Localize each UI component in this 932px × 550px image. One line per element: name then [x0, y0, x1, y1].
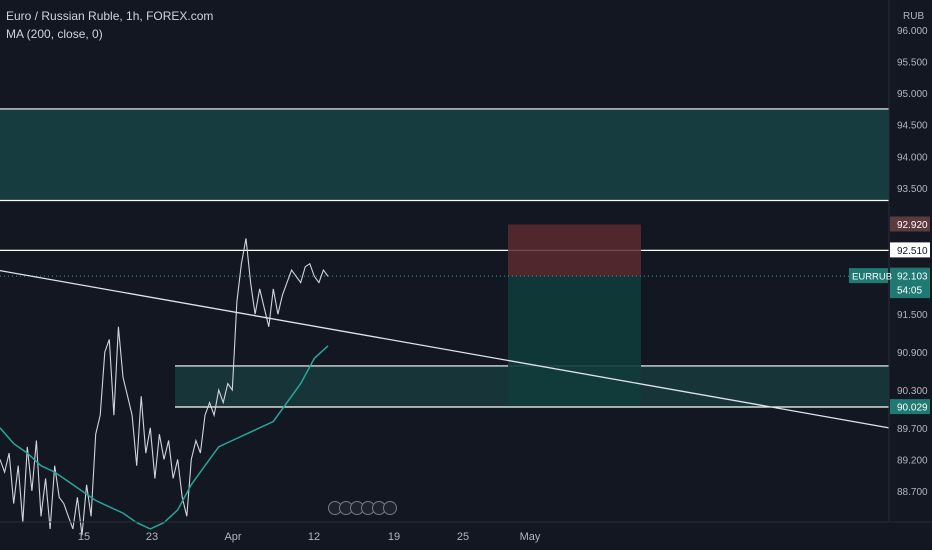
time-axis[interactable]: 15 23 Apr 12 19 25 May — [78, 531, 541, 543]
price-badge — [890, 216, 930, 232]
time-tick-label: 25 — [457, 531, 469, 543]
descending-trendline — [0, 269, 890, 429]
current-price-badge — [890, 268, 930, 299]
economic-event-icon — [383, 501, 397, 515]
price-tick-label: 93.500 — [897, 184, 928, 195]
price-tick-label: 88.700 — [897, 487, 928, 498]
ma-line — [0, 345, 329, 530]
price-tick-label: 91.500 — [897, 310, 928, 321]
price-badges: 92.92092.51092.11590.02992.10354:05EURRU… — [849, 216, 930, 415]
price-tick-label: 89.200 — [897, 455, 928, 466]
symbol-tag-label: EURRUB — [852, 272, 892, 283]
position-stop-zone — [508, 224, 641, 277]
zones-layer — [0, 108, 889, 408]
event-markers[interactable] — [328, 501, 397, 515]
time-tick-label: 23 — [146, 531, 158, 543]
price-tick-label: 89.700 — [897, 424, 928, 435]
time-tick-label: 12 — [308, 531, 320, 543]
time-tick-label: May — [520, 531, 541, 543]
symbol-tag — [849, 268, 888, 284]
price-badge — [890, 242, 930, 258]
series-layer — [0, 238, 329, 536]
price-tick-label: 96.000 — [897, 26, 928, 37]
price-axis[interactable]: RUB 96.000 95.500 95.000 94.500 94.000 93.500 9… — [897, 11, 928, 498]
supply-zone — [0, 108, 889, 201]
price-badge — [890, 399, 930, 415]
price-line — [0, 238, 329, 536]
price-badge-label: 92.920 — [897, 220, 928, 231]
price-badge-label: 90.029 — [897, 403, 928, 414]
chart-legend: Euro / Russian Ruble, 1h, FOREX.com MA (… — [6, 7, 213, 43]
ma-indicator-label[interactable]: MA (200, close, 0) — [6, 27, 103, 41]
price-tick-label: 90.900 — [897, 348, 928, 359]
price-tick-label: 95.000 — [897, 89, 928, 100]
time-tick-label: 15 — [78, 531, 90, 543]
price-tick-label: 94.000 — [897, 152, 928, 163]
price-tick-label: 95.500 — [897, 58, 928, 69]
time-tick-label: Apr — [224, 531, 241, 543]
countdown-label: 54:05 — [897, 286, 922, 297]
price-tick-label: 94.500 — [897, 121, 928, 132]
symbol-title[interactable]: Euro / Russian Ruble, 1h, FOREX.com — [6, 9, 214, 23]
position-target-zone — [508, 276, 641, 406]
price-badge-label: 92.510 — [897, 246, 928, 257]
price-scale-unit-label: RUB — [903, 11, 924, 22]
overlays-layer — [0, 269, 890, 429]
current-price-label: 92.103 — [897, 272, 928, 283]
price-tick-label: 90.300 — [897, 386, 928, 397]
time-tick-label: 19 — [388, 531, 400, 543]
